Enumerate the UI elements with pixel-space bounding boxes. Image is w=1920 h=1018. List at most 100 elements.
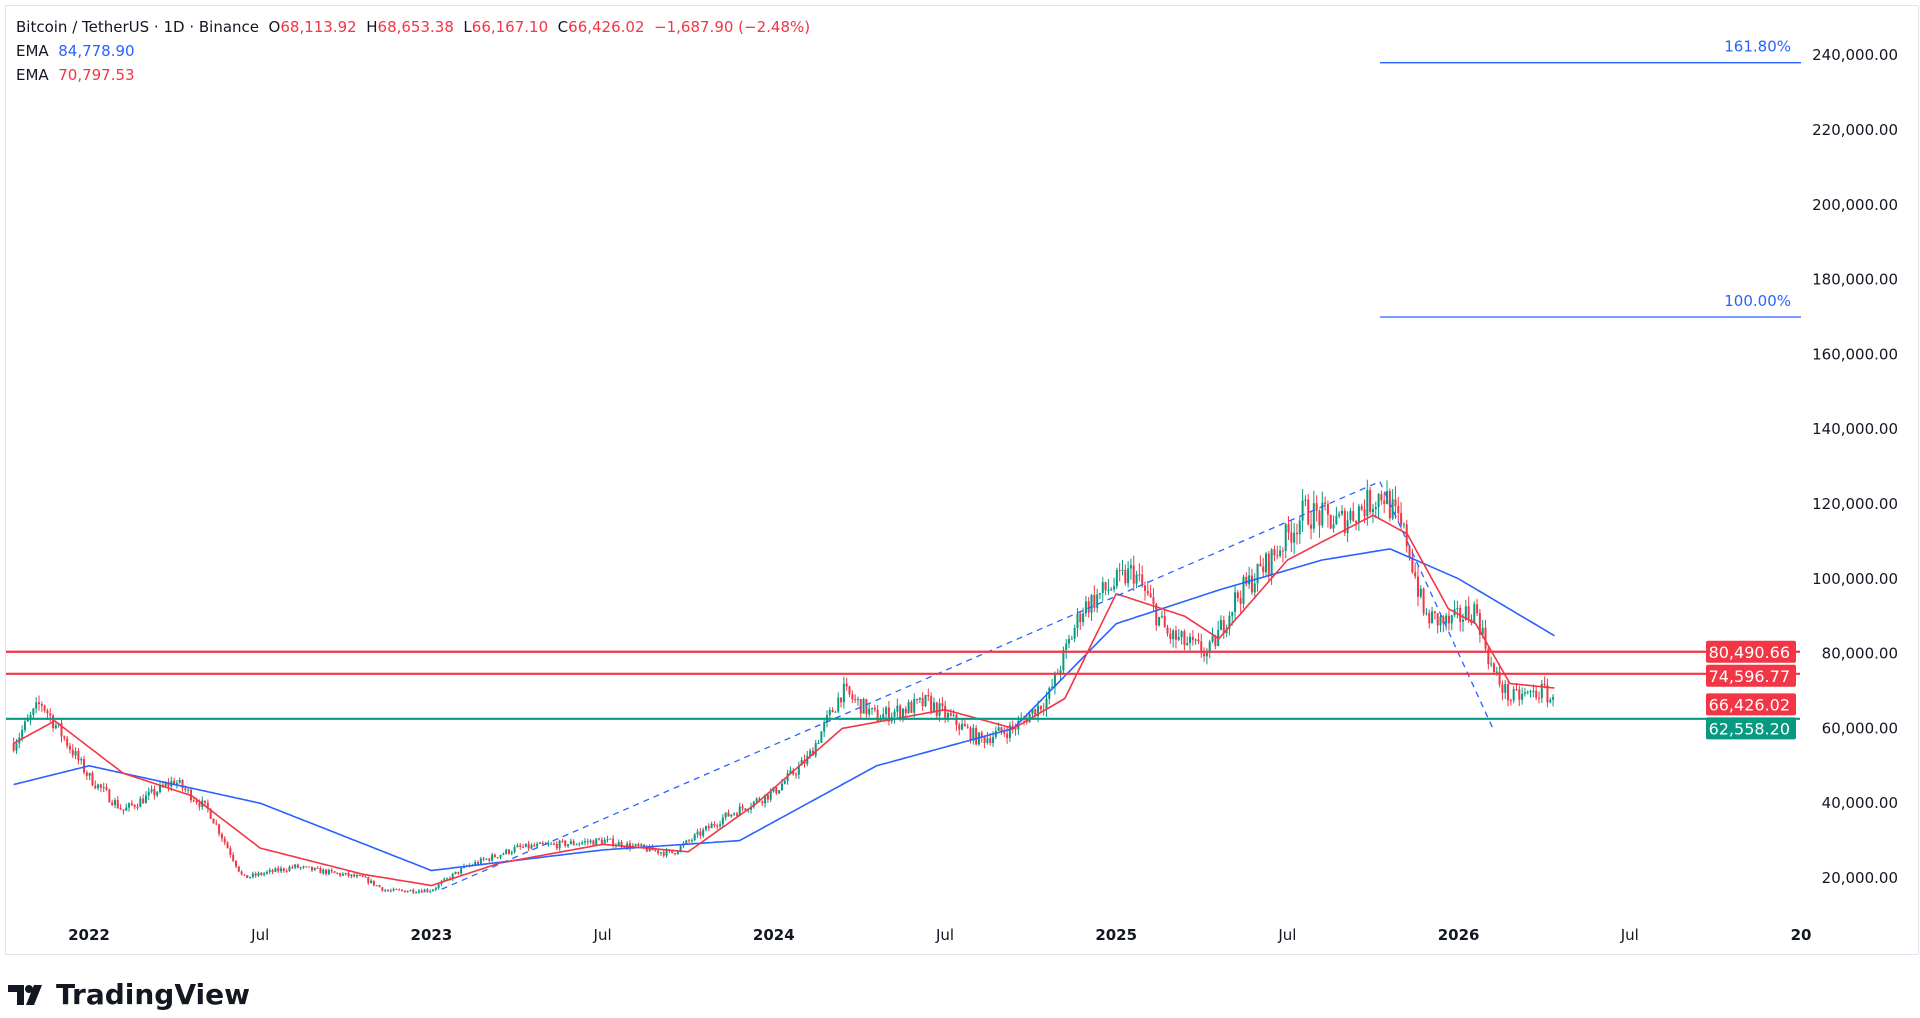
candle-body (1034, 709, 1037, 717)
candle-body (1177, 636, 1180, 640)
candle-body (598, 838, 601, 840)
candle-body (536, 843, 539, 847)
candle-body (173, 781, 176, 785)
candle-body (125, 807, 128, 811)
candle-body (15, 743, 18, 751)
open-value: 68,113.92 (280, 18, 357, 36)
candle-body (1051, 686, 1054, 688)
price-chart[interactable]: 20,000.00 40,000.00 60,000.00 80,000.00 100,… (0, 0, 1920, 960)
candle-body (43, 705, 46, 711)
candle-body (1287, 524, 1290, 533)
candle-body (1127, 568, 1130, 584)
candle-body (1492, 663, 1495, 673)
candle-body (1546, 685, 1549, 703)
candle-body (1228, 615, 1231, 629)
candle-body (1433, 611, 1436, 614)
candle-body (859, 699, 862, 714)
candle-body (446, 878, 449, 880)
tradingview-logo[interactable]: TradingView (8, 978, 250, 1011)
candle-body (71, 749, 74, 756)
candle-body (1495, 671, 1498, 673)
y-tick-label: 180,000.00 (1812, 271, 1898, 289)
ema-fast-line (13, 514, 1555, 887)
candle-body (871, 707, 874, 709)
candle-body (277, 868, 280, 872)
candle-body (195, 800, 198, 803)
candle-body (198, 802, 201, 807)
candle-body (1160, 615, 1163, 617)
candle-body (704, 826, 707, 830)
candle-body (142, 798, 145, 804)
symbol-title[interactable]: Bitcoin / TetherUS · 1D · Binance (16, 18, 259, 36)
candle-body (457, 871, 460, 874)
candle-body (302, 866, 305, 868)
candle-body (1383, 500, 1386, 505)
price-level-tag: 62,558.20 (1709, 719, 1790, 738)
x-tick-label: 2024 (753, 926, 795, 944)
candle-body (1366, 490, 1369, 517)
candle-body (212, 818, 215, 824)
candle-body (491, 854, 494, 861)
fib-level-label: 161.80% (1724, 38, 1791, 56)
y-tick-label: 140,000.00 (1812, 420, 1898, 438)
candle-body (1450, 615, 1453, 624)
candle-body (319, 868, 322, 874)
candle-body (916, 698, 919, 700)
candle-body (761, 801, 764, 804)
candle-body (1498, 671, 1501, 685)
candle-body (333, 871, 336, 873)
candle-body (1307, 499, 1310, 525)
candle-body (144, 795, 147, 804)
candle-body (1045, 698, 1048, 710)
candle-body (364, 876, 367, 878)
ema-legend-1[interactable]: EMA 84,778.90 (16, 42, 135, 60)
candle-body (592, 840, 595, 845)
candle-body (910, 701, 913, 713)
candle-body (1121, 569, 1124, 571)
candle-body (108, 789, 111, 803)
candle-body (575, 844, 578, 846)
candle-body (1203, 653, 1206, 657)
candle-body (1014, 728, 1017, 730)
candle-body (412, 889, 415, 893)
candle-body (1079, 613, 1082, 622)
candle-body (828, 709, 831, 716)
candle-body (865, 699, 868, 715)
candle-body (710, 823, 713, 829)
candle-body (1523, 692, 1526, 694)
candle-body (133, 804, 136, 807)
candle-body (510, 852, 513, 854)
candle-body (381, 887, 384, 891)
candle-body (1146, 590, 1149, 594)
candle-body (164, 783, 167, 787)
ema-legend-2[interactable]: EMA 70,797.53 (16, 66, 135, 84)
candle-body (398, 889, 401, 891)
candle-body (167, 783, 170, 787)
candle-body (282, 868, 285, 871)
candle-body (840, 697, 843, 703)
candle-body (741, 806, 744, 809)
candle-body (918, 698, 921, 700)
candle-body (581, 842, 584, 844)
candle-body (634, 844, 637, 846)
candle-body (415, 892, 418, 894)
candle-body (386, 890, 389, 892)
candle-body (1104, 582, 1107, 591)
candle-body (744, 808, 747, 811)
candle-body (896, 705, 899, 712)
candle-body (356, 875, 359, 877)
candle-body (99, 784, 102, 788)
candle-body (1197, 639, 1200, 642)
candle-body (949, 713, 952, 716)
high-label: H (366, 18, 378, 36)
candle-body (1293, 532, 1296, 543)
candle-body (66, 738, 69, 747)
candle-body (930, 696, 933, 712)
candle-body (1189, 636, 1192, 644)
candle-body (460, 868, 463, 874)
candle-body (831, 709, 834, 713)
candle-body (153, 789, 156, 796)
candle-body (263, 873, 266, 875)
candle-body (1346, 520, 1349, 534)
candle-body (60, 723, 63, 737)
